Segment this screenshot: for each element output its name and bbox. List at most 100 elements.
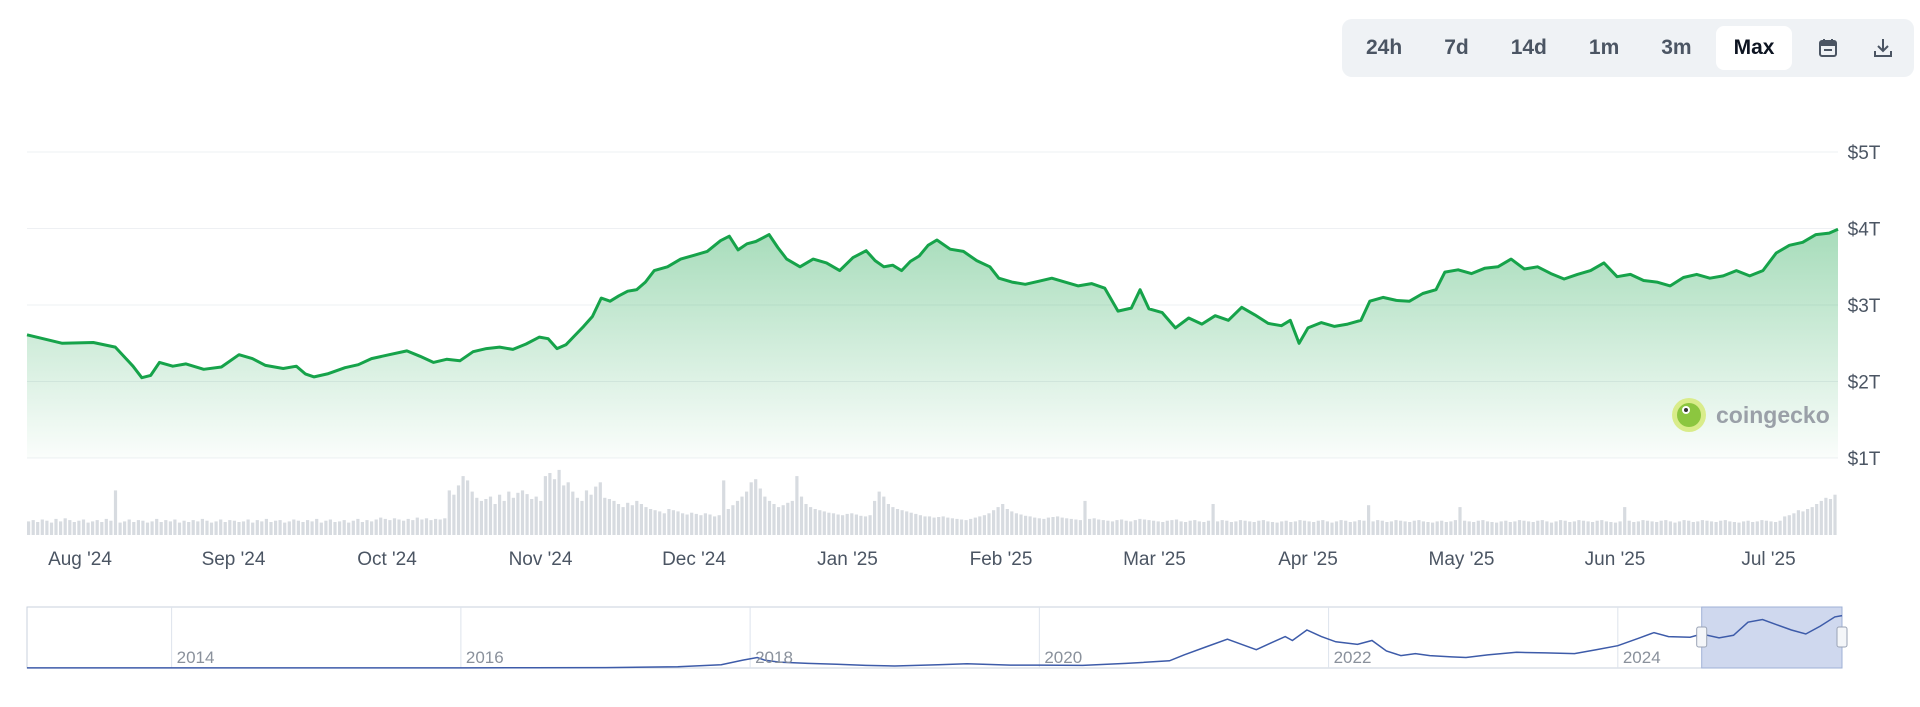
volume-bar	[402, 520, 406, 535]
volume-bar	[1449, 521, 1453, 535]
range-24h-button[interactable]: 24h	[1366, 36, 1403, 59]
volume-bar	[594, 486, 598, 535]
volume-bar	[196, 521, 200, 535]
volume-bar	[795, 476, 799, 535]
volume-bar	[589, 494, 593, 535]
volume-bar	[653, 510, 657, 535]
volume-bar	[895, 509, 900, 535]
volume-bar	[228, 520, 232, 535]
volume-bar	[209, 522, 214, 535]
volume-bar	[1828, 499, 1833, 535]
volume-bar	[360, 522, 364, 535]
volume-bar	[141, 520, 145, 535]
volume-bar	[1467, 521, 1471, 535]
volume-bar	[1481, 520, 1485, 535]
volume-bar	[639, 504, 643, 535]
range-max-button[interactable]: Max	[1715, 26, 1793, 70]
volume-bar	[1179, 521, 1183, 535]
volume-bars	[27, 469, 1837, 535]
calendar-button[interactable]	[1802, 26, 1853, 70]
time-range-toolbar: 24h 7d 14d 1m 3m Max	[1342, 19, 1914, 77]
volume-bar	[374, 519, 378, 535]
volume-bar	[735, 500, 740, 535]
volume-bar	[1197, 521, 1201, 535]
volume-bar	[1495, 522, 1499, 535]
range-3m-button[interactable]: 3m	[1661, 36, 1692, 59]
volume-bar	[296, 520, 300, 535]
volume-bar	[1463, 520, 1467, 535]
volume-bar	[1238, 520, 1243, 535]
volume-bar	[1325, 521, 1329, 535]
volume-bar	[1110, 521, 1115, 535]
volume-bar	[1787, 515, 1791, 535]
range-7d-button[interactable]: 7d	[1444, 36, 1469, 59]
volume-bar	[722, 480, 726, 535]
volume-bar	[1504, 520, 1508, 535]
volume-bar	[214, 521, 218, 535]
volume-bar	[1485, 521, 1490, 535]
volume-bar	[264, 518, 268, 535]
volume-bar	[1499, 521, 1503, 535]
volume-bar	[274, 520, 278, 535]
volume-bar	[182, 520, 186, 535]
volume-bar	[479, 500, 483, 535]
volume-bar	[534, 496, 538, 535]
volume-bar	[241, 521, 246, 535]
volume-bar	[452, 494, 456, 535]
volume-bar	[1156, 521, 1160, 535]
volume-bar	[1394, 520, 1398, 535]
range-14d-button[interactable]: 14d	[1510, 36, 1547, 59]
volume-bar	[1746, 520, 1750, 535]
volume-bar	[1769, 521, 1773, 535]
volume-bar	[1174, 519, 1179, 535]
volume-bar	[63, 518, 67, 535]
volume-bar	[713, 516, 717, 535]
volume-bar	[429, 520, 433, 535]
volume-bar	[77, 520, 81, 535]
volume-bar	[438, 519, 442, 535]
download-button[interactable]	[1857, 26, 1908, 70]
x-tick-label: Jan '25	[817, 549, 878, 570]
volume-bar	[973, 517, 977, 535]
volume-bar	[246, 519, 250, 535]
volume-bar	[854, 514, 858, 535]
volume-bar	[1655, 522, 1659, 535]
range-navigator[interactable]: 2014 2016 2018 2020 2022 2024	[26, 606, 1848, 669]
x-tick-label: Jun '25	[1585, 549, 1646, 570]
volume-bar	[45, 520, 49, 535]
volume-bar	[310, 521, 314, 535]
volume-bar	[886, 504, 890, 535]
navigator-handle-right[interactable]	[1836, 626, 1848, 648]
volume-bar	[278, 520, 282, 535]
volume-bar	[191, 520, 195, 535]
volume-bar	[507, 491, 511, 535]
volume-bar	[1362, 520, 1366, 535]
volume-bar	[575, 497, 579, 535]
volume-bar	[475, 497, 479, 535]
volume-bar	[850, 513, 854, 535]
volume-bar	[708, 514, 712, 535]
volume-bar	[1376, 520, 1380, 535]
range-1m-button[interactable]: 1m	[1588, 36, 1620, 59]
volume-bar	[1408, 522, 1412, 535]
volume-bar	[543, 476, 547, 535]
volume-bar	[1124, 520, 1128, 535]
volume-bar	[1796, 510, 1800, 535]
volume-bar	[923, 516, 927, 535]
volume-bar	[511, 497, 515, 535]
volume-bar	[484, 499, 488, 535]
volume-bar	[388, 520, 392, 535]
volume-bar	[1280, 521, 1284, 535]
volume-bar	[232, 520, 236, 535]
volume-bar	[370, 521, 374, 535]
volume-bar	[900, 510, 904, 535]
volume-bar	[1618, 521, 1622, 535]
volume-bar	[1682, 520, 1686, 535]
volume-bar	[95, 520, 99, 535]
volume-bar	[1691, 522, 1695, 535]
navigator-handle-left[interactable]	[1696, 626, 1708, 648]
volume-bar	[1568, 522, 1572, 535]
volume-bar	[72, 522, 76, 535]
volume-bar	[1380, 520, 1384, 535]
volume-bar	[1742, 521, 1746, 535]
